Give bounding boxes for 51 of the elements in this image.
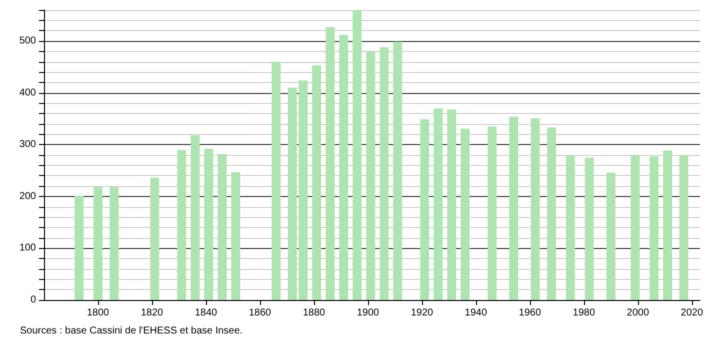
bar [231,172,240,300]
y-tick-label: 300 [19,139,36,150]
bar [584,158,594,300]
bar [460,128,470,300]
bar [190,135,200,300]
bar [393,42,402,300]
x-tick-label: 1960 [518,308,542,318]
bar [93,187,102,300]
x-tick-label: 1860 [248,308,272,318]
x-tick-label: 1820 [140,308,164,318]
bar [326,27,335,300]
bar [606,172,616,300]
y-tick-label: 400 [19,87,36,98]
bar [204,148,214,300]
bar [420,119,430,300]
bar [566,155,575,300]
x-tick-label: 1900 [356,308,380,318]
x-tick-label: 1980 [572,308,596,318]
y-tick-label: 100 [19,242,36,254]
x-tick-label: 2020 [680,308,704,318]
bar [218,154,227,300]
bar [447,109,456,300]
bar [650,156,659,300]
bar [352,10,362,300]
x-tick-label: 1880 [302,308,326,318]
bar [509,116,518,300]
y-tick-label: 200 [19,190,36,202]
bar [630,155,640,300]
bar [74,196,84,300]
bar [312,65,322,300]
bar [150,178,160,300]
bar [679,155,688,300]
bar [366,51,376,300]
x-tick-label: 1800 [86,308,110,318]
bar [434,108,443,300]
bar [380,47,389,300]
source-note: Sources : base Cassini de l'EHESS et base Insee. [20,326,243,336]
bar [547,128,556,300]
bar [339,34,348,300]
x-tick-label: 1840 [194,308,218,318]
y-tick-label: 0 [30,294,36,306]
x-tick-label: 1920 [410,308,434,318]
bar [488,126,497,300]
x-tick-label: 2000 [626,308,650,318]
bar [663,150,672,300]
bar [272,62,281,300]
bar [110,187,119,300]
x-tick-label: 1940 [464,308,488,318]
y-tick-label: 500 [19,36,36,47]
bar [530,118,540,300]
bar [177,150,186,300]
